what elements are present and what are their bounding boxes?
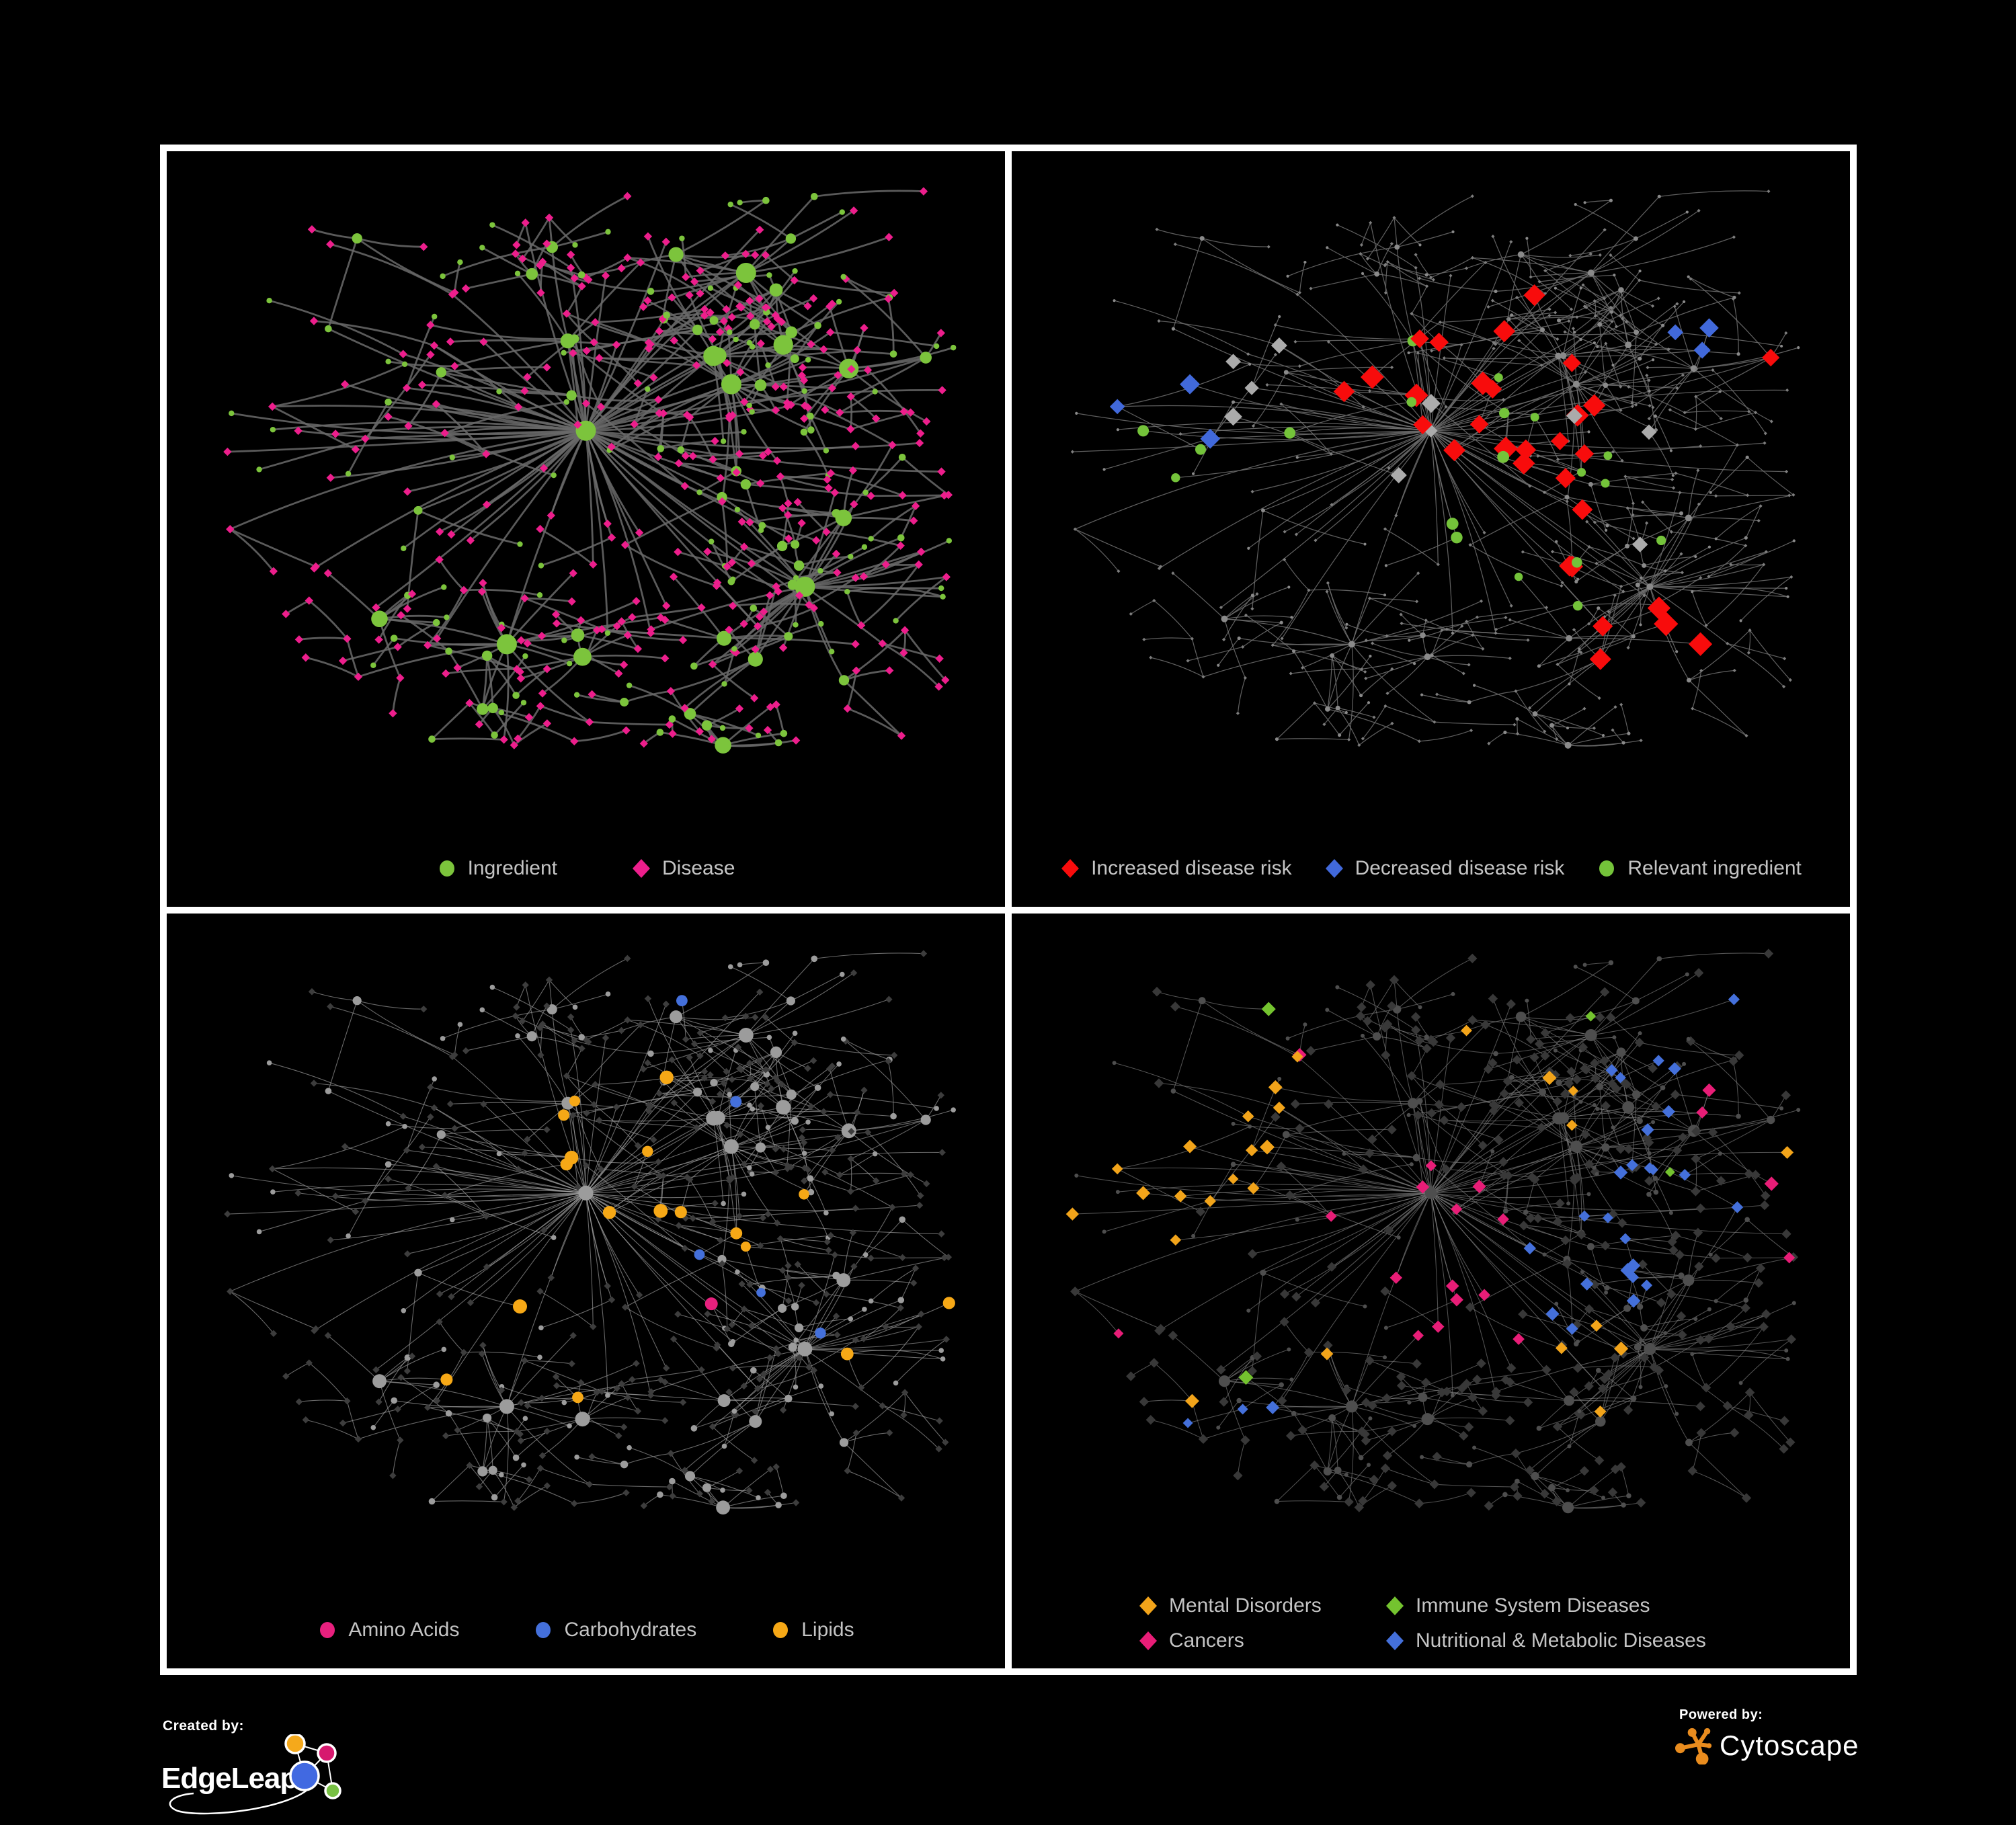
edgeleap-wordmark: EdgeLeap [161,1762,297,1795]
diamond-marker-icon [1061,858,1080,878]
circle-marker-icon [773,1622,789,1638]
disease-class-legend: Mental Disorders Immune System Diseases Ca… [1138,1594,1706,1652]
legend-label: Increased disease risk [1091,856,1292,879]
cytoscape-glyph-nodes [1675,1728,1712,1765]
edgeleap-node-magenta [317,1743,337,1763]
circle-marker-icon [1599,860,1615,877]
edgeleap-node-green [324,1782,341,1799]
edgeleap-node-orange [284,1733,306,1754]
legend-item: Increased disease risk [1060,856,1292,880]
panel-ingredient-disease: Ingredient Disease [167,151,1005,907]
legend-item: Amino Acids [317,1619,459,1641]
diamond-marker-icon [633,858,651,878]
legend-item: Lipids [770,1619,854,1641]
diamond-marker-icon [1386,1596,1404,1615]
legend-item: Relevant ingredient [1597,857,1802,880]
diamond-marker-icon [1139,1631,1157,1650]
legend-label: Mental Disorders [1169,1594,1322,1617]
edgeleap-credit: Created by: EdgeLeap [160,1718,362,1825]
legend-label: Disease [662,856,735,879]
legend-label: Nutritional & Metabolic Diseases [1416,1629,1706,1652]
diamond-marker-icon [1386,1631,1404,1650]
legend-label: Relevant ingredient [1627,856,1802,879]
legend-label: Decreased disease risk [1355,856,1565,879]
diamond-marker-icon [1139,1596,1157,1615]
powered-by-label: Powered by: [1679,1707,1763,1722]
panel-nutrient-classes: Amino Acids Carbohydrates Lipids [167,913,1005,1668]
nutrient-class-legend: Amino Acids Carbohydrates Lipids [167,1619,1005,1641]
panel-disease-classes: Mental Disorders Immune System Diseases Ca… [1012,913,1850,1668]
legend-label: Ingredient [467,856,558,879]
disease-class-network-canvas [1065,948,1801,1513]
legend-item: Disease [631,857,735,880]
created-by-label: Created by: [163,1718,245,1734]
disease-risk-legend: Increased disease risk Decreased disease … [1012,857,1850,880]
legend-label: Immune System Diseases [1416,1594,1650,1617]
edgeleap-swoosh [169,1786,311,1815]
panel-grid: Ingredient Disease Increased disease risk… [160,145,1857,1675]
legend-item: Ingredient [437,857,557,880]
edgeleap-glyph [284,1733,341,1799]
diamond-marker-icon [1325,858,1343,878]
cytoscape-credit: Powered by: Cytosc [1675,1707,1859,1765]
cytoscape-logo-icon [1675,1728,1712,1765]
legend-item: Decreased disease risk [1324,856,1565,880]
circle-marker-icon [439,860,454,877]
legend-item: Nutritional & Metabolic Diseases [1385,1629,1706,1652]
legend-item: Cancers [1138,1629,1244,1652]
nutrient-class-network-canvas [224,949,956,1514]
cytoscape-wordmark: Cytoscape [1720,1730,1859,1761]
legend-item: Immune System Diseases [1385,1594,1650,1617]
legend-label: Amino Acids [348,1619,460,1641]
legend-label: Carbohydrates [564,1619,697,1641]
ingredient-disease-legend: Ingredient Disease [167,857,1005,880]
ingredient-disease-network-canvas [223,187,957,754]
circle-marker-icon [536,1622,551,1638]
legend-label: Cancers [1169,1629,1244,1652]
legend-label: Lipids [801,1619,854,1641]
legend-item: Carbohydrates [533,1619,696,1641]
disease-risk-network-canvas [1070,190,1800,749]
edgeleap-node-blue [289,1760,320,1791]
circle-marker-icon [320,1622,335,1638]
panel-disease-risk: Increased disease risk Decreased disease … [1012,151,1850,907]
edgeleap-logo: EdgeLeap [161,1733,341,1815]
legend-item: Mental Disorders [1138,1594,1322,1617]
